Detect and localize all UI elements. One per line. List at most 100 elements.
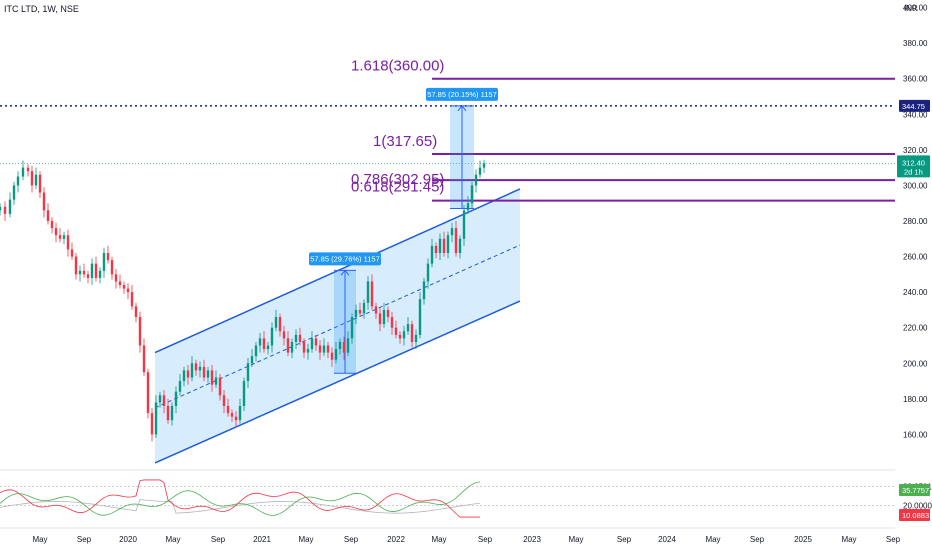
candlestick [438, 233, 442, 261]
channel-fill[interactable] [155, 188, 520, 463]
candle-body [446, 235, 450, 254]
candle-body [58, 235, 62, 239]
last-price-label: 312.40 [902, 158, 925, 167]
candle-body [38, 174, 42, 193]
candle-body [146, 372, 150, 414]
candlestick [214, 370, 218, 389]
price-alert-badge: 344.75 [899, 99, 930, 112]
candle-body [94, 263, 98, 278]
candlestick [394, 320, 398, 339]
channel-lower-line[interactable] [154, 300, 521, 464]
time-axis[interactable]: May Sep 2020 May Sep 2021 May Sep 2022 May Sep 2023… [32, 535, 900, 544]
candle-body [406, 324, 410, 332]
candlestick [446, 231, 450, 259]
candle-body [222, 395, 226, 406]
candle-body [382, 309, 386, 325]
candle-body [378, 313, 382, 325]
time-tick-label: May [431, 535, 446, 544]
candle-body [130, 292, 134, 307]
candlestick [138, 311, 142, 353]
candlestick [150, 407, 154, 442]
candlestick [470, 181, 474, 209]
candlestick [202, 359, 206, 382]
candlestick [430, 238, 434, 268]
candlestick [126, 283, 130, 300]
fib-level-label: 1(317.65) [373, 133, 437, 150]
candle-body [182, 370, 186, 382]
candle-body [118, 281, 122, 286]
candle-body [50, 220, 54, 229]
measure-annotations[interactable]: 57.85 (29.76%) 1157 57.85 (20.15%) 1157 [309, 87, 498, 374]
candle-body [12, 185, 16, 200]
candle-body [46, 210, 50, 221]
candle-body [90, 263, 94, 278]
candle-body [450, 228, 454, 236]
countdown-label: 2d 1h [904, 167, 923, 176]
price-tick-label: 240.00 [903, 288, 928, 297]
fib-level-label: 0.786(302.95) [351, 171, 444, 188]
price-tick-label: 200.00 [903, 359, 928, 368]
candlestick [190, 356, 194, 382]
candle-body [230, 413, 234, 417]
candle-body [438, 238, 442, 254]
horizontal-lines[interactable] [0, 77, 895, 202]
candlestick [350, 313, 354, 344]
candle-body [250, 356, 254, 364]
candlestick [226, 398, 230, 417]
candle-body [478, 167, 482, 175]
candle-body [422, 281, 426, 300]
candle-body [246, 363, 250, 382]
candlestick [334, 341, 338, 364]
candle-body [258, 338, 262, 346]
candlestick [466, 196, 470, 214]
candlestick [210, 365, 214, 392]
time-tick-label: May [165, 535, 180, 544]
candle-body [8, 199, 12, 214]
candlestick [218, 373, 222, 401]
price-tick-label: 280.00 [903, 217, 928, 226]
candle-body [322, 345, 326, 353]
candlestick [66, 229, 70, 257]
candlestick [12, 181, 16, 205]
time-tick-label: 2025 [794, 535, 812, 544]
candle-body [334, 349, 338, 360]
candle-body [114, 274, 118, 282]
candlestick [290, 338, 294, 358]
candle-body [134, 306, 138, 318]
candle-body [166, 405, 170, 421]
adx-line [0, 499, 481, 514]
candlestick [122, 281, 126, 294]
candlestick [402, 325, 406, 346]
price-alert-badge-bg [899, 99, 930, 112]
candlestick [38, 171, 42, 198]
candlestick [30, 165, 34, 193]
candlestick [206, 366, 210, 383]
candlestick [86, 270, 90, 284]
candlestick [34, 167, 38, 189]
candlestick [178, 373, 182, 396]
candle-body [426, 263, 430, 282]
candlestick [170, 402, 174, 426]
candle-body [106, 253, 110, 261]
candle-body [374, 306, 378, 314]
candlestick [102, 247, 106, 278]
measure-tool[interactable]: 57.85 (20.15%) 1157 [426, 87, 498, 210]
candle-body [398, 334, 402, 339]
candle-body [70, 249, 74, 257]
fib-level-label: 0.618(291.45) [351, 179, 444, 196]
candle-body [234, 416, 238, 421]
candlestick [174, 386, 178, 414]
price-tick-label: 400.00 [903, 4, 928, 13]
price-tick-label: 380.00 [903, 39, 928, 48]
candle-body [314, 338, 318, 346]
candlestick [278, 313, 282, 337]
indicator-value-badge: 35.7757 [899, 483, 930, 496]
time-tick-label: 2020 [119, 535, 137, 544]
candlestick [98, 267, 102, 284]
candle-body [290, 341, 294, 353]
candle-body [270, 327, 274, 346]
price-axis[interactable]: 160.00 180.00 200.00 220.00 240.00 260.00 280.… [897, 4, 932, 522]
